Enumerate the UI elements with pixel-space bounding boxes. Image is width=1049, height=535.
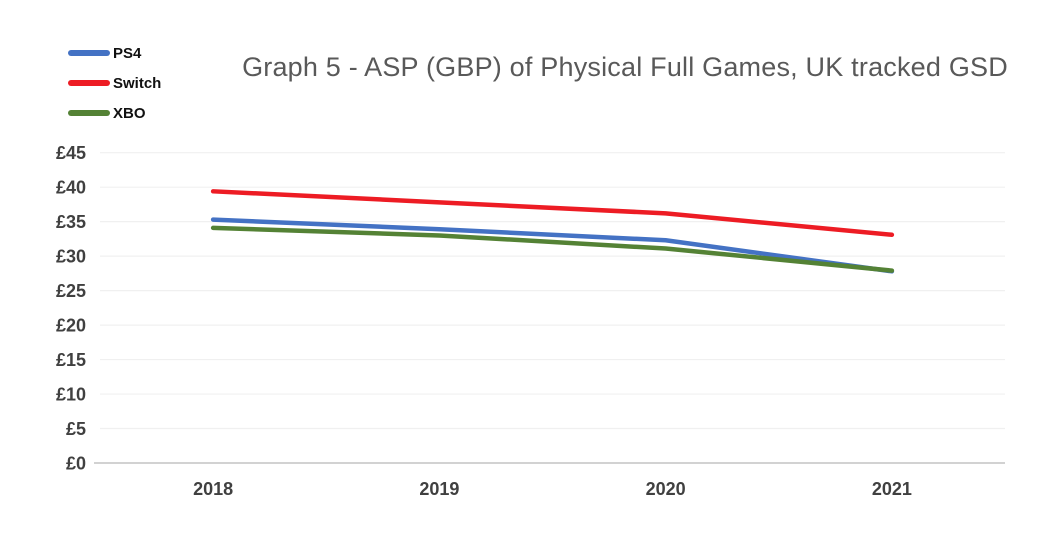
- x-tick-label: 2020: [646, 479, 686, 499]
- y-tick-label: £5: [66, 419, 86, 439]
- y-tick-label: £40: [56, 178, 86, 198]
- y-tick-label: £45: [56, 143, 86, 163]
- chart-title: Graph 5 - ASP (GBP) of Physical Full Gam…: [242, 52, 1008, 82]
- y-tick-label: £35: [56, 212, 86, 232]
- x-tick-label: 2018: [193, 479, 233, 499]
- switch-line-swatch-icon: [68, 80, 110, 86]
- legend-label-ps4: PS4: [113, 44, 142, 62]
- y-tick-label: £30: [56, 247, 86, 267]
- y-tick-label: £0: [66, 454, 86, 474]
- legend-label-switch: Switch: [113, 74, 162, 92]
- xbo-line-swatch-icon: [68, 110, 110, 116]
- series-line-xbo: [210, 225, 895, 273]
- x-tick-label: 2019: [419, 479, 459, 499]
- y-tick-label: £25: [56, 281, 86, 301]
- y-tick-label: £10: [56, 385, 86, 405]
- ps4-line-swatch-icon: [68, 50, 110, 56]
- legend-item-ps4: PS4: [68, 38, 161, 68]
- series-line-switch: [210, 189, 895, 238]
- legend-label-xbo: XBO: [113, 104, 146, 122]
- legend-item-switch: Switch: [68, 68, 161, 98]
- x-tick-label: 2021: [872, 479, 912, 499]
- y-tick-label: £15: [56, 350, 86, 370]
- legend-item-xbo: XBO: [68, 98, 161, 128]
- series-line-ps4: [210, 217, 895, 274]
- chart-legend: PS4 Switch XBO: [68, 38, 161, 128]
- y-tick-label: £20: [56, 316, 86, 336]
